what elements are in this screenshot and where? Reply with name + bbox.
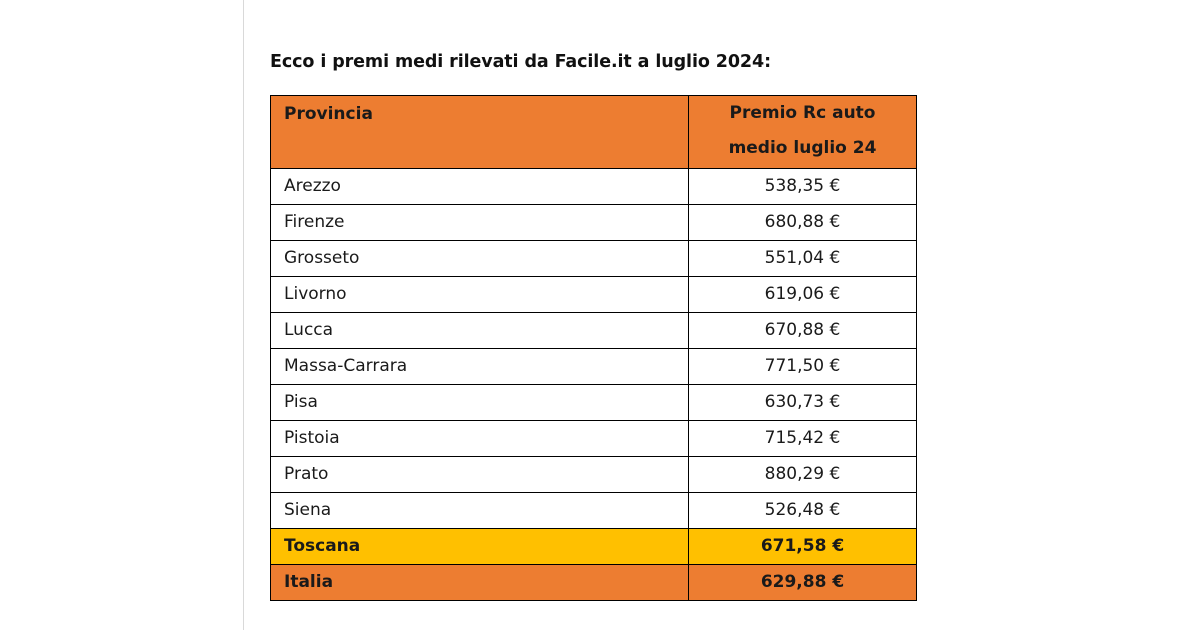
cell-provincia: Prato bbox=[270, 456, 689, 493]
table-header-row: Provincia Premio Rc auto medio luglio 24 bbox=[270, 95, 917, 169]
cell-italia-label: Italia bbox=[270, 564, 689, 601]
table-row-toscana: Toscana 671,58 € bbox=[270, 528, 917, 565]
cell-premio: 670,88 € bbox=[688, 312, 917, 349]
cell-premio: 526,48 € bbox=[688, 492, 917, 529]
table-row: Arezzo 538,35 € bbox=[270, 168, 917, 205]
cell-provincia: Massa-Carrara bbox=[270, 348, 689, 385]
cell-premio: 538,35 € bbox=[688, 168, 917, 205]
intro-text: Ecco i premi medi rilevati da Facile.it … bbox=[270, 51, 771, 72]
premi-table: Provincia Premio Rc auto medio luglio 24… bbox=[270, 95, 917, 601]
table-row: Prato 880,29 € bbox=[270, 456, 917, 493]
cell-premio: 771,50 € bbox=[688, 348, 917, 385]
page-margin-line bbox=[243, 0, 244, 630]
cell-premio: 630,73 € bbox=[688, 384, 917, 421]
header-premio-line1: Premio Rc auto bbox=[729, 103, 876, 123]
header-provincia: Provincia bbox=[270, 95, 689, 169]
table-row: Pisa 630,73 € bbox=[270, 384, 917, 421]
table-row: Firenze 680,88 € bbox=[270, 204, 917, 241]
cell-italia-premio: 629,88 € bbox=[688, 564, 917, 601]
cell-premio: 715,42 € bbox=[688, 420, 917, 457]
cell-premio: 619,06 € bbox=[688, 276, 917, 313]
cell-toscana-premio: 671,58 € bbox=[688, 528, 917, 565]
table-row: Livorno 619,06 € bbox=[270, 276, 917, 313]
table-row: Massa-Carrara 771,50 € bbox=[270, 348, 917, 385]
header-premio: Premio Rc auto medio luglio 24 bbox=[688, 95, 917, 169]
cell-provincia: Firenze bbox=[270, 204, 689, 241]
cell-provincia: Pisa bbox=[270, 384, 689, 421]
cell-provincia: Livorno bbox=[270, 276, 689, 313]
cell-provincia: Siena bbox=[270, 492, 689, 529]
table-row: Siena 526,48 € bbox=[270, 492, 917, 529]
cell-provincia: Lucca bbox=[270, 312, 689, 349]
table-row: Lucca 670,88 € bbox=[270, 312, 917, 349]
cell-provincia: Pistoia bbox=[270, 420, 689, 457]
table-row-italia: Italia 629,88 € bbox=[270, 564, 917, 601]
table-row: Pistoia 715,42 € bbox=[270, 420, 917, 457]
cell-premio: 551,04 € bbox=[688, 240, 917, 277]
cell-provincia: Arezzo bbox=[270, 168, 689, 205]
cell-toscana-label: Toscana bbox=[270, 528, 689, 565]
table-row: Grosseto 551,04 € bbox=[270, 240, 917, 277]
header-premio-line2: medio luglio 24 bbox=[728, 138, 877, 158]
cell-provincia: Grosseto bbox=[270, 240, 689, 277]
cell-premio: 680,88 € bbox=[688, 204, 917, 241]
cell-premio: 880,29 € bbox=[688, 456, 917, 493]
